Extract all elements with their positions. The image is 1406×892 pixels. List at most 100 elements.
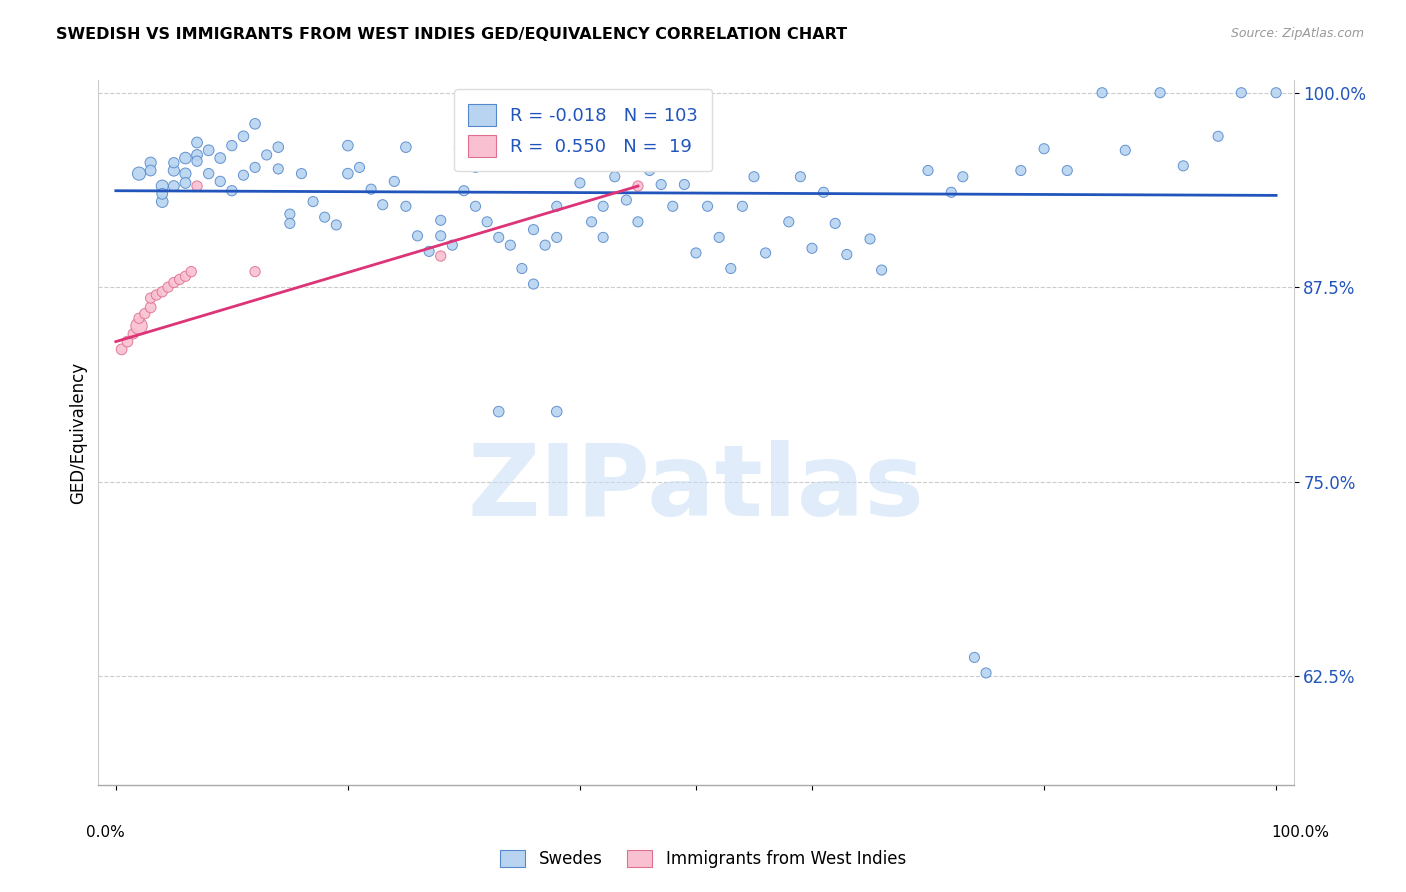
Point [150,186,173,201]
Point [174,269,197,284]
Point [139,291,162,305]
Point [243,161,266,175]
Point [603,169,626,184]
Point [963,650,986,665]
Point [117,334,139,349]
Point [232,129,254,144]
Point [150,285,173,299]
Point [464,199,486,213]
Point [522,222,544,236]
Point [1091,86,1114,100]
Point [475,215,498,229]
Point [1230,86,1253,100]
Point [429,228,451,243]
Point [673,178,696,192]
Point [134,307,156,321]
Point [197,143,219,157]
Point [139,163,162,178]
Point [441,238,464,252]
Point [128,319,150,334]
Point [157,280,180,294]
Point [568,176,591,190]
Point [453,140,475,154]
Point [1010,163,1032,178]
Point [661,199,683,213]
Point [180,265,202,279]
Point [731,199,754,213]
Point [778,215,800,229]
Point [685,246,707,260]
Point [163,155,186,169]
Point [336,138,359,153]
Point [150,179,173,194]
Point [859,232,882,246]
Point [290,167,312,181]
Point [974,665,997,680]
Point [302,194,325,209]
Point [546,199,568,213]
Point [139,301,162,315]
Point [209,174,232,188]
Point [278,216,301,230]
Point [1033,142,1056,156]
Point [627,215,650,229]
Text: ZIPatlas: ZIPatlas [468,441,924,538]
Point [546,404,568,418]
Point [360,182,382,196]
Point [1265,86,1288,100]
Text: 0.0%: 0.0% [86,825,125,840]
Point [464,161,486,175]
Point [139,155,162,169]
Point [638,163,661,178]
Point [534,238,557,252]
Legend: Swedes, Immigrants from West Indies: Swedes, Immigrants from West Indies [494,843,912,875]
Text: 100.0%: 100.0% [1271,825,1330,840]
Point [174,176,197,190]
Point [150,194,173,209]
Point [614,193,637,207]
Point [128,167,150,181]
Point [499,238,522,252]
Point [917,163,939,178]
Point [267,140,290,154]
Point [128,311,150,326]
Point [592,199,614,213]
Point [592,230,614,244]
Point [1173,159,1195,173]
Point [174,151,197,165]
Point [163,163,186,178]
Point [488,404,510,418]
Point [789,169,811,184]
Point [243,265,266,279]
Point [221,138,243,153]
Point [336,167,359,181]
Point [941,186,963,200]
Point [742,169,765,184]
Point [870,263,893,277]
Point [382,174,405,188]
Point [314,210,336,224]
Point [488,230,510,244]
Point [1206,129,1229,144]
Point [453,184,475,198]
Point [1149,86,1171,100]
Point [395,199,418,213]
Point [835,247,858,261]
Point [186,154,208,169]
Point [111,343,134,357]
Point [546,230,568,244]
Point [429,213,451,227]
Point [720,261,742,276]
Point [406,228,429,243]
Point [243,117,266,131]
Text: Source: ZipAtlas.com: Source: ZipAtlas.com [1230,27,1364,40]
Point [1114,143,1136,157]
Point [429,249,451,263]
Point [209,151,232,165]
Point [801,241,824,255]
Point [145,288,167,302]
Point [952,169,974,184]
Legend: R = -0.018   N = 103, R =  0.550   N =  19: R = -0.018 N = 103, R = 0.550 N = 19 [454,89,713,171]
Point [418,244,440,259]
Point [163,179,186,194]
